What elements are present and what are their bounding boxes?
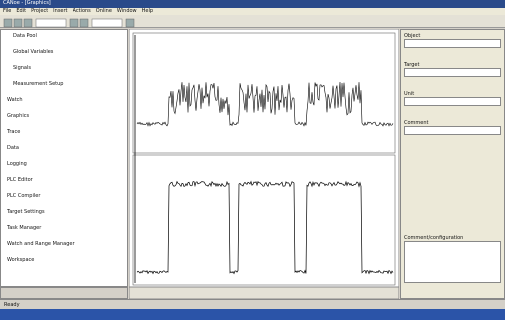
waveform-bottom xyxy=(136,180,394,275)
tree-item[interactable]: Watch xyxy=(7,97,23,103)
tree-item[interactable]: Data Pool xyxy=(13,33,37,39)
tree-item[interactable]: Watch and Range Manager xyxy=(7,241,75,247)
waveform-top xyxy=(136,81,394,127)
tree-item[interactable]: PLC Compiler xyxy=(7,193,41,199)
field-box[interactable] xyxy=(404,39,501,48)
tree-item[interactable]: Graphics xyxy=(7,113,30,119)
menu-item[interactable]: Project xyxy=(31,8,49,14)
menu-item[interactable]: Insert xyxy=(53,8,68,14)
tree-item[interactable]: Measurement Setup xyxy=(13,81,64,87)
properties-panel: Object Target Unit Comment Comment/configura… xyxy=(400,29,505,299)
menu-bar: File Edit Project Insert Actions Online Window… xyxy=(0,8,505,15)
field-box[interactable] xyxy=(404,126,501,135)
menu-item[interactable]: Edit xyxy=(16,8,27,14)
tree-item[interactable]: Logging xyxy=(7,161,27,167)
field-label: Object xyxy=(404,33,421,39)
tree-item[interactable]: Trace xyxy=(7,129,21,135)
comment-label: Comment/configuration xyxy=(404,235,464,241)
menu-item[interactable]: File xyxy=(3,8,12,14)
menu-item[interactable]: Online xyxy=(95,8,112,14)
title-bar: CANoe - [Graphics] xyxy=(0,0,505,8)
field-label: Target xyxy=(404,62,420,68)
toolbar-icons xyxy=(3,18,135,28)
tree-item[interactable]: Task Manager xyxy=(7,225,42,231)
tree-item[interactable]: Target Settings xyxy=(7,209,45,215)
tree-item[interactable]: Workspace xyxy=(7,257,35,263)
field-label: Comment xyxy=(404,120,429,126)
taskbar xyxy=(0,309,505,320)
tree-tabs xyxy=(0,287,128,299)
tree-item[interactable]: Global Variables xyxy=(13,49,54,55)
graphics-window xyxy=(129,29,399,299)
field-box[interactable] xyxy=(404,97,501,106)
toolbar xyxy=(0,15,505,28)
project-tree: Data Pool Global Variables Signals Measurem… xyxy=(0,29,128,287)
field-box[interactable] xyxy=(404,68,501,77)
field-label: Unit xyxy=(404,91,415,97)
status-bar: Ready xyxy=(0,299,505,309)
tree-item[interactable]: PLC Editor xyxy=(7,177,33,183)
comment-box[interactable] xyxy=(404,241,501,283)
tree-item[interactable]: Signals xyxy=(13,65,31,71)
menu-item[interactable]: Window xyxy=(116,8,137,14)
tree-item[interactable]: Data xyxy=(7,145,19,151)
menu-item[interactable]: Help xyxy=(141,8,154,14)
menu-item[interactable]: Actions xyxy=(72,8,91,14)
